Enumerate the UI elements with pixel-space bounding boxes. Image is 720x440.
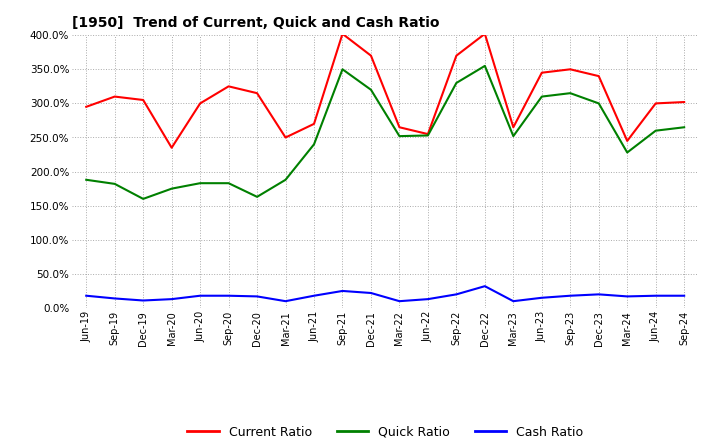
- Cash Ratio: [680, 293, 688, 298]
- Current Ratio: [452, 53, 461, 58]
- Cash Ratio: [595, 292, 603, 297]
- Current Ratio: [480, 31, 489, 37]
- Quick Ratio: [480, 63, 489, 69]
- Quick Ratio: [110, 181, 119, 187]
- Quick Ratio: [167, 186, 176, 191]
- Line: Cash Ratio: Cash Ratio: [86, 286, 684, 301]
- Quick Ratio: [310, 142, 318, 147]
- Cash Ratio: [338, 288, 347, 293]
- Current Ratio: [253, 91, 261, 96]
- Current Ratio: [167, 145, 176, 150]
- Cash Ratio: [196, 293, 204, 298]
- Cash Ratio: [509, 299, 518, 304]
- Quick Ratio: [282, 177, 290, 183]
- Quick Ratio: [566, 91, 575, 96]
- Current Ratio: [338, 31, 347, 37]
- Cash Ratio: [395, 299, 404, 304]
- Legend: Current Ratio, Quick Ratio, Cash Ratio: Current Ratio, Quick Ratio, Cash Ratio: [182, 421, 588, 440]
- Quick Ratio: [82, 177, 91, 183]
- Cash Ratio: [452, 292, 461, 297]
- Cash Ratio: [310, 293, 318, 298]
- Quick Ratio: [395, 133, 404, 139]
- Current Ratio: [282, 135, 290, 140]
- Cash Ratio: [366, 290, 375, 296]
- Text: [1950]  Trend of Current, Quick and Cash Ratio: [1950] Trend of Current, Quick and Cash …: [72, 16, 439, 30]
- Quick Ratio: [196, 180, 204, 186]
- Line: Quick Ratio: Quick Ratio: [86, 66, 684, 199]
- Cash Ratio: [423, 297, 432, 302]
- Cash Ratio: [566, 293, 575, 298]
- Cash Ratio: [480, 283, 489, 289]
- Cash Ratio: [282, 299, 290, 304]
- Quick Ratio: [253, 194, 261, 199]
- Cash Ratio: [623, 294, 631, 299]
- Current Ratio: [110, 94, 119, 99]
- Current Ratio: [82, 104, 91, 110]
- Cash Ratio: [253, 294, 261, 299]
- Line: Current Ratio: Current Ratio: [86, 34, 684, 148]
- Cash Ratio: [82, 293, 91, 298]
- Current Ratio: [423, 132, 432, 137]
- Quick Ratio: [139, 196, 148, 202]
- Quick Ratio: [452, 80, 461, 85]
- Cash Ratio: [652, 293, 660, 298]
- Quick Ratio: [537, 94, 546, 99]
- Current Ratio: [537, 70, 546, 75]
- Current Ratio: [652, 101, 660, 106]
- Current Ratio: [680, 99, 688, 105]
- Cash Ratio: [110, 296, 119, 301]
- Cash Ratio: [167, 297, 176, 302]
- Current Ratio: [139, 97, 148, 103]
- Cash Ratio: [139, 298, 148, 303]
- Quick Ratio: [225, 180, 233, 186]
- Current Ratio: [509, 125, 518, 130]
- Quick Ratio: [366, 87, 375, 92]
- Current Ratio: [395, 125, 404, 130]
- Quick Ratio: [623, 150, 631, 155]
- Current Ratio: [196, 101, 204, 106]
- Current Ratio: [623, 138, 631, 143]
- Quick Ratio: [338, 66, 347, 72]
- Current Ratio: [225, 84, 233, 89]
- Current Ratio: [310, 121, 318, 127]
- Current Ratio: [595, 73, 603, 79]
- Current Ratio: [366, 53, 375, 58]
- Quick Ratio: [509, 133, 518, 139]
- Quick Ratio: [652, 128, 660, 133]
- Quick Ratio: [423, 133, 432, 138]
- Quick Ratio: [595, 101, 603, 106]
- Quick Ratio: [680, 125, 688, 130]
- Cash Ratio: [537, 295, 546, 301]
- Current Ratio: [566, 66, 575, 72]
- Cash Ratio: [225, 293, 233, 298]
